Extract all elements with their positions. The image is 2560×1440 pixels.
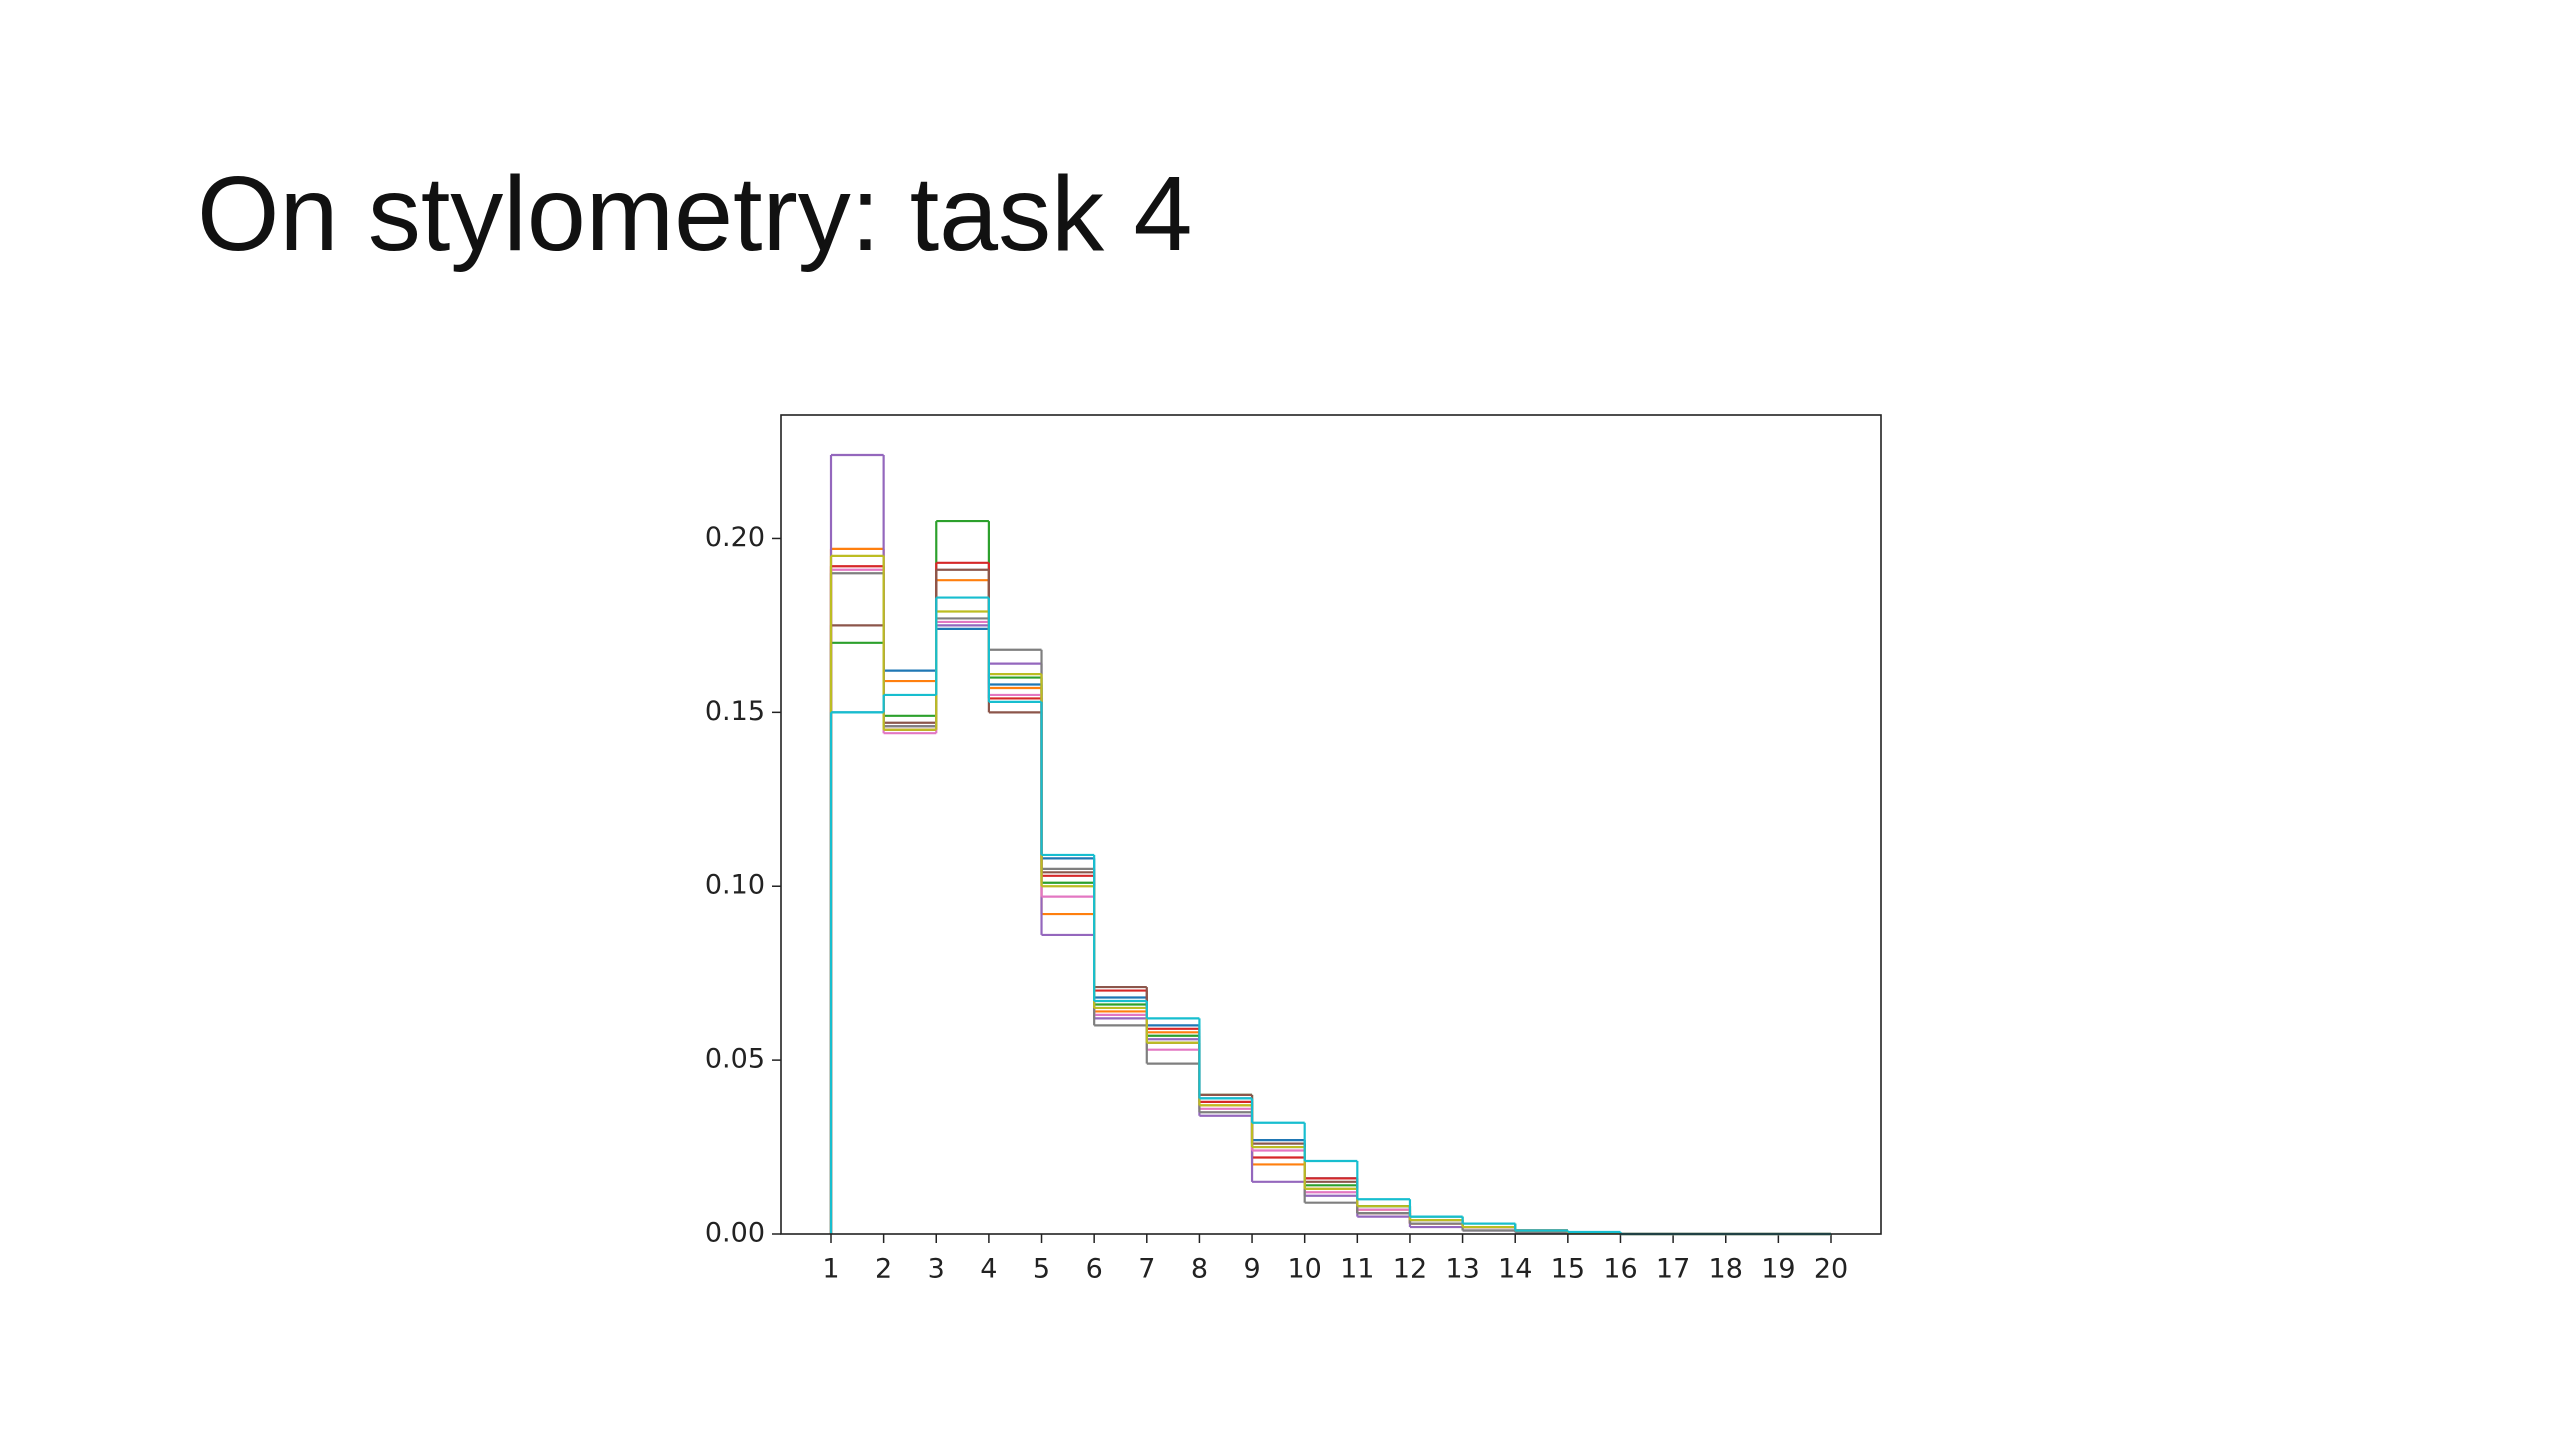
x-tick-label: 14 bbox=[1498, 1254, 1532, 1285]
x-tick-label: 10 bbox=[1288, 1254, 1322, 1285]
x-tick-label: 1 bbox=[822, 1254, 839, 1285]
y-tick-label: 0.15 bbox=[705, 696, 765, 727]
x-tick-label: 3 bbox=[928, 1254, 945, 1285]
y-tick-label: 0.05 bbox=[705, 1044, 765, 1075]
y-tick-label: 0.20 bbox=[705, 522, 765, 553]
x-tick-label: 19 bbox=[1761, 1254, 1795, 1285]
x-tick-label: 2 bbox=[875, 1254, 892, 1285]
x-tick-label: 13 bbox=[1445, 1254, 1479, 1285]
x-tick-label: 17 bbox=[1656, 1254, 1690, 1285]
x-tick-label: 7 bbox=[1138, 1254, 1155, 1285]
plot-frame bbox=[780, 414, 1882, 1235]
x-tick-label: 11 bbox=[1340, 1254, 1374, 1285]
x-tick-label: 9 bbox=[1243, 1254, 1260, 1285]
x-tick-label: 8 bbox=[1191, 1254, 1208, 1285]
y-tick-label: 0.10 bbox=[705, 870, 765, 901]
x-tick-label: 12 bbox=[1393, 1254, 1427, 1285]
x-tick-label: 5 bbox=[1033, 1254, 1050, 1285]
x-tick-label: 20 bbox=[1814, 1254, 1848, 1285]
x-tick-label: 18 bbox=[1709, 1254, 1743, 1285]
x-tick-label: 6 bbox=[1086, 1254, 1103, 1285]
slide-title: On stylometry: task 4 bbox=[197, 155, 1193, 273]
x-tick-label: 4 bbox=[980, 1254, 997, 1285]
x-tick-label: 16 bbox=[1603, 1254, 1637, 1285]
x-tick-label: 15 bbox=[1551, 1254, 1585, 1285]
y-tick-label: 0.00 bbox=[705, 1218, 765, 1249]
